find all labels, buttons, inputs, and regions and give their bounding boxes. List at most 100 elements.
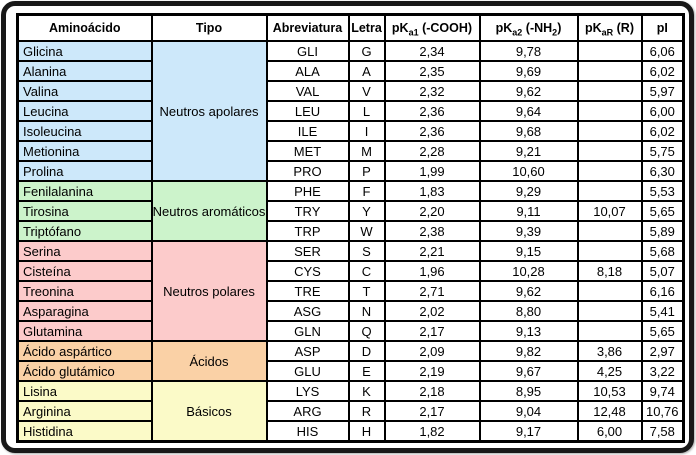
cell-amino-acid-name: Histidina: [16, 420, 153, 443]
cell-pka1: 1,82: [383, 420, 481, 443]
cell-amino-acid-name: Glicina: [16, 40, 153, 62]
cell-letter: F: [347, 180, 386, 202]
cell-amino-acid-name: Asparagina: [16, 300, 153, 322]
cell-abbreviation: HIS: [265, 420, 350, 443]
cell-abbreviation: ILE: [265, 120, 350, 142]
cell-pi: 5,75: [640, 140, 685, 162]
table-row: Tirosina TRY Y 2,20 9,11 10,07 5,65: [16, 200, 685, 222]
cell-letter: T: [347, 280, 386, 302]
cell-pka1: 1,83: [383, 180, 481, 202]
cell-amino-acid-name: Leucina: [16, 100, 153, 122]
cell-group-type: Básicos: [150, 380, 268, 443]
cell-pka1: 2,36: [383, 120, 481, 142]
cell-amino-acid-name: Serina: [16, 240, 153, 262]
cell-letter: M: [347, 140, 386, 162]
cell-pka2: 9,82: [478, 340, 579, 362]
table-row: Treonina TRE T 2,71 9,62 6,16: [16, 280, 685, 302]
table-row: Cisteína CYS C 1,96 10,28 8,18 5,07: [16, 260, 685, 282]
cell-abbreviation: GLN: [265, 320, 350, 342]
cell-pka1: 2,21: [383, 240, 481, 262]
table-row: Metionina MET M 2,28 9,21 5,75: [16, 140, 685, 162]
cell-pka1: 2,09: [383, 340, 481, 362]
cell-abbreviation: ALA: [265, 60, 350, 82]
cell-pkar: [576, 120, 643, 142]
cell-amino-acid-name: Treonina: [16, 280, 153, 302]
table-row: Histidina HIS H 1,82 9,17 6,00 7,58: [16, 420, 685, 443]
table-body: Glicina Neutros apolares GLI G 2,34 9,78 6,06 A…: [16, 40, 685, 443]
table-row: Ácido aspártico Ácidos ASP D 2,09 9,82 3,86 2,9…: [16, 340, 685, 382]
cell-pi: 10,76: [640, 400, 685, 422]
cell-abbreviation: PRO: [265, 160, 350, 182]
cell-abbreviation: TRP: [265, 220, 350, 242]
cell-pka2: 9,29: [478, 180, 579, 202]
cell-pka2: 9,68: [478, 120, 579, 142]
cell-letter: P: [347, 160, 386, 182]
cell-pka1: 1,96: [383, 260, 481, 282]
column-header-aminoacido: Aminoácido: [16, 13, 153, 42]
cell-pka1: 2,19: [383, 360, 481, 382]
cell-pka2: 9,21: [478, 140, 579, 162]
cell-pka2: 8,95: [478, 380, 579, 402]
cell-pi: 3,22: [640, 360, 685, 382]
cell-letter: R: [347, 400, 386, 422]
cell-pkar: [576, 220, 643, 242]
table-row: Glutamina GLN Q 2,17 9,13 5,65: [16, 320, 685, 342]
cell-letter: A: [347, 60, 386, 82]
cell-letter: I: [347, 120, 386, 142]
cell-pkar: 6,00: [576, 420, 643, 443]
cell-amino-acid-name: Lisina: [16, 380, 153, 402]
cell-amino-acid-name: Ácido glutámico: [16, 360, 153, 382]
table-row: Ácido glutámico GLU E 2,19 9,67 4,25 3,22: [16, 360, 685, 382]
cell-pka1: 2,34: [383, 40, 481, 62]
cell-letter: V: [347, 80, 386, 102]
cell-pka2: 9,39: [478, 220, 579, 242]
cell-abbreviation: LYS: [265, 380, 350, 402]
cell-abbreviation: CYS: [265, 260, 350, 282]
table-row: Glicina Neutros apolares GLI G 2,34 9,78 6,06: [16, 40, 685, 182]
cell-letter: S: [347, 240, 386, 262]
cell-pi: 5,07: [640, 260, 685, 282]
cell-pkar: 10,53: [576, 380, 643, 402]
cell-abbreviation: VAL: [265, 80, 350, 102]
cell-amino-acid-name: Alanina: [16, 60, 153, 82]
cell-pka1: 2,32: [383, 80, 481, 102]
cell-pka2: 10,60: [478, 160, 579, 182]
cell-amino-acid-name: Cisteína: [16, 260, 153, 282]
cell-pka1: 2,17: [383, 320, 481, 342]
table-row: Alanina ALA A 2,35 9,69 6,02: [16, 60, 685, 82]
cell-pi: 5,68: [640, 240, 685, 262]
cell-letter: D: [347, 340, 386, 362]
cell-pi: 6,30: [640, 160, 685, 182]
table-row: Serina Neutros polares SER S 2,21 9,15 5,68: [16, 240, 685, 342]
cell-amino-acid-name: Ácido aspártico: [16, 340, 153, 362]
table-row: Arginina ARG R 2,17 9,04 12,48 10,76: [16, 400, 685, 422]
table-row: Prolina PRO P 1,99 10,60 6,30: [16, 160, 685, 182]
cell-pka2: 9,62: [478, 80, 579, 102]
cell-pka2: 9,04: [478, 400, 579, 422]
cell-pka2: 9,15: [478, 240, 579, 262]
column-header-pkar: pKaR (R): [576, 13, 643, 42]
cell-pka1: 2,36: [383, 100, 481, 122]
cell-pkar: [576, 180, 643, 202]
cell-pka1: 2,38: [383, 220, 481, 242]
cell-pi: 9,74: [640, 380, 685, 402]
cell-pi: 6,02: [640, 60, 685, 82]
table-row: Fenilalanina Neutros aromáticos PHE F 1,83 9,…: [16, 180, 685, 242]
cell-amino-acid-name: Tirosina: [16, 200, 153, 222]
cell-group-type: Ácidos: [150, 340, 268, 382]
cell-pi: 2,97: [640, 340, 685, 362]
column-header-pka2: pKa2 (-NH2): [478, 13, 579, 42]
cell-abbreviation: ARG: [265, 400, 350, 422]
cell-letter: G: [347, 40, 386, 62]
column-header-letra: Letra: [347, 13, 386, 42]
cell-amino-acid-name: Valina: [16, 80, 153, 102]
cell-abbreviation: TRY: [265, 200, 350, 222]
amino-acid-table: Aminoácido Tipo Abreviatura Letra pKa1 (-COO…: [16, 13, 685, 443]
table-row: Lisina Básicos LYS K 2,18 8,95 10,53 9,74: [16, 380, 685, 443]
cell-pka1: 2,35: [383, 60, 481, 82]
column-header-abreviatura: Abreviatura: [265, 13, 350, 42]
cell-pkar: [576, 160, 643, 182]
cell-letter: N: [347, 300, 386, 322]
cell-pkar: [576, 140, 643, 162]
cell-pi: 6,02: [640, 120, 685, 142]
